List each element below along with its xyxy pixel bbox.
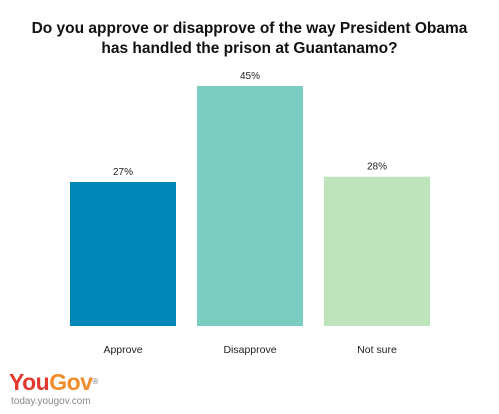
bar-approve [70, 182, 176, 326]
value-label-disapprove: 45% [240, 71, 260, 82]
bar-disapprove [197, 86, 303, 326]
title-line-2: has handled the prison at Guantanamo? [101, 40, 398, 57]
yougov-logo: YouGov® [9, 370, 98, 394]
value-label-approve: 27% [113, 167, 133, 178]
category-label-approve: Approve [103, 344, 142, 356]
site-url: today.yougov.com [11, 396, 91, 407]
chart-title: Do you approve or disapprove of the way … [0, 19, 499, 59]
logo-gov: Gov [49, 369, 93, 395]
value-label-not-sure: 28% [367, 162, 387, 173]
category-label-disapprove: Disapprove [223, 344, 276, 356]
logo-you: You [9, 369, 50, 395]
bar-not-sure [324, 176, 430, 326]
logo-registered-mark: ® [92, 377, 98, 386]
category-label-not-sure: Not sure [357, 344, 397, 356]
title-line-1: Do you approve or disapprove of the way … [31, 20, 468, 37]
